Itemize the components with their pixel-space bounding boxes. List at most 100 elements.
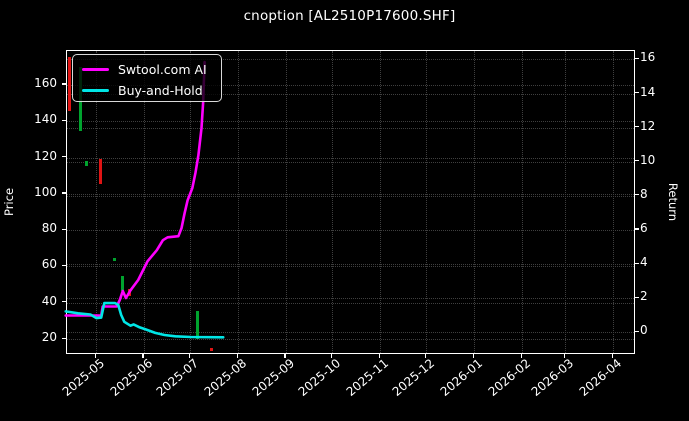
price-tick-label: 40 <box>41 293 57 308</box>
up-candle <box>85 161 89 166</box>
month-gridline <box>426 51 428 353</box>
month-tickmark <box>378 353 380 358</box>
return-gridline <box>67 298 634 300</box>
return-tick-label: 2 <box>640 289 648 304</box>
price-tickmark <box>61 337 66 339</box>
month-gridline <box>285 51 287 353</box>
return-tickmark <box>634 57 639 60</box>
month-tick-label: 2025-06 <box>107 356 155 399</box>
return-tickmark <box>634 160 639 162</box>
month-gridline <box>332 51 334 353</box>
up-candle <box>113 258 117 261</box>
down-candle <box>99 159 103 185</box>
price-tick-label: 140 <box>34 112 57 127</box>
month-tickmark <box>611 353 613 358</box>
price-tickmark <box>61 228 66 230</box>
month-tickmark <box>188 353 190 358</box>
return-gridline <box>67 332 634 334</box>
return-tickmark <box>634 296 639 298</box>
legend-row-ai: Swtool.com AI <box>82 59 221 80</box>
price-gridline <box>67 302 634 304</box>
chart-title: cnoption [AL2510P17600.SHF] <box>243 8 456 24</box>
month-tickmark <box>142 353 144 358</box>
month-tickmark <box>563 353 566 358</box>
up-candle <box>196 311 200 339</box>
month-tick-label: 2026-03 <box>528 356 577 399</box>
month-gridline <box>613 51 615 353</box>
legend-label-bh: Buy-and-Hold <box>118 83 203 98</box>
return-tick-label: 10 <box>640 152 656 167</box>
month-tick-label: 2025-07 <box>153 356 202 399</box>
price-tick-label: 20 <box>41 330 57 344</box>
price-tickmark <box>61 83 66 85</box>
down-candle <box>128 288 132 296</box>
down-candle <box>210 348 214 351</box>
down-candle <box>68 57 72 111</box>
month-tickmark <box>520 353 522 358</box>
price-gridline <box>67 193 634 195</box>
return-tick-label: 0 <box>640 323 648 338</box>
return-tickmark <box>634 194 639 196</box>
price-gridline <box>67 121 634 123</box>
month-tick-label: 2025-10 <box>295 356 344 399</box>
month-gridline <box>380 51 382 353</box>
month-tick-label: 2025-05 <box>59 356 107 399</box>
month-tickmark <box>472 353 474 358</box>
month-tick-label: 2025-08 <box>201 356 250 399</box>
price-tickmark <box>61 301 66 303</box>
price-tickmark <box>61 119 66 121</box>
price-gridline <box>67 339 634 340</box>
month-tick-label: 2025-12 <box>390 356 438 399</box>
ai-line-swatch-icon <box>82 67 109 72</box>
return-gridline <box>67 195 634 197</box>
return-tickmark <box>634 228 639 230</box>
month-gridline <box>565 51 567 353</box>
price-tick-label: 120 <box>34 148 57 163</box>
return-tick-label: 4 <box>640 255 648 269</box>
price-gridline <box>67 84 634 86</box>
price-gridline <box>67 266 634 268</box>
month-tickmark <box>94 353 96 358</box>
month-tick-label: 2026-01 <box>437 356 486 399</box>
month-tickmark <box>330 353 332 358</box>
price-tick-label: 100 <box>34 184 57 199</box>
return-axis-label: Return <box>666 182 680 222</box>
return-tickmark <box>634 262 639 264</box>
return-tick-label: 16 <box>640 50 656 65</box>
legend-label-ai: Swtool.com AI <box>118 62 207 77</box>
return-tick-label: 14 <box>640 84 656 99</box>
return-gridline <box>67 264 634 265</box>
up-candle <box>120 276 124 291</box>
return-gridline <box>67 161 634 163</box>
month-tickmark <box>424 353 427 358</box>
return-tickmark <box>634 92 639 94</box>
month-gridline <box>238 51 240 353</box>
price-gridline <box>67 157 634 159</box>
price-tick-label: 60 <box>41 257 57 272</box>
price-tickmark <box>61 264 66 267</box>
price-tick-label: 160 <box>34 75 57 90</box>
legend-row-bh: Buy-and-Hold <box>82 80 221 101</box>
return-tick-label: 8 <box>640 186 648 201</box>
month-gridline <box>474 51 476 353</box>
month-tick-label: 2026-02 <box>485 356 534 399</box>
month-tick-label: 2026-04 <box>576 356 625 399</box>
return-tickmark <box>634 330 639 332</box>
return-gridline <box>67 93 634 95</box>
price-tickmark <box>61 156 66 158</box>
price-tick-label: 80 <box>41 221 57 236</box>
month-tickmark <box>236 353 238 358</box>
return-tick-label: 6 <box>640 220 648 235</box>
month-tickmark <box>284 353 286 358</box>
month-tick-label: 2025-11 <box>343 356 392 399</box>
month-tick-label: 2025-09 <box>249 356 297 399</box>
bh-line-swatch-icon <box>82 88 109 93</box>
return-gridline <box>67 59 634 61</box>
price-tickmark <box>61 192 66 194</box>
return-tickmark <box>634 126 639 128</box>
month-gridline <box>522 51 524 353</box>
return-tick-label: 12 <box>640 118 656 133</box>
return-gridline <box>67 229 634 231</box>
legend: Swtool.com AI Buy-and-Hold <box>72 54 222 102</box>
